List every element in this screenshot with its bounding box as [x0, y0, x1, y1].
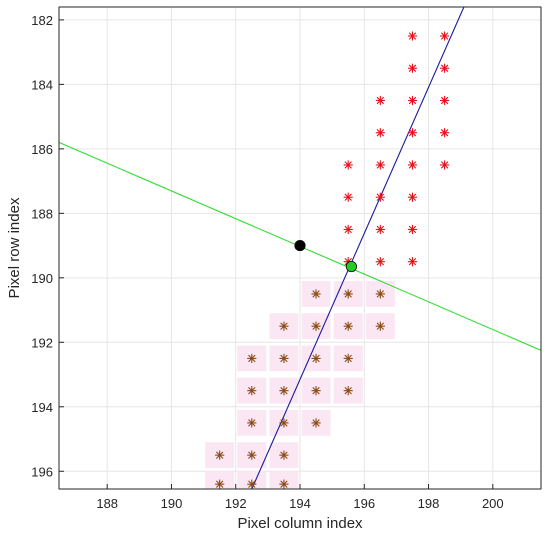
red-asterisk-point [375, 257, 385, 267]
red-asterisk-point [440, 160, 450, 170]
black-marker [294, 239, 306, 252]
red-asterisk-point [375, 95, 385, 106]
y-tick-label: 194 [31, 400, 53, 415]
red-asterisk-point [375, 128, 385, 138]
brown-asterisk-point [247, 479, 257, 489]
y-axis-label: Pixel row index [6, 197, 23, 298]
brown-asterisk-point [215, 479, 225, 489]
red-asterisk-point [407, 257, 418, 267]
red-asterisk-point [343, 192, 353, 202]
brown-asterisk-point [215, 450, 225, 460]
brown-asterisk-point [279, 386, 289, 396]
brown-asterisk-point [311, 386, 321, 396]
ticks: 188 190 192 194 196 198 200 182 184 186 188 190 192 1… [31, 13, 503, 511]
brown-asterisk-point [311, 289, 321, 299]
x-tick-label: 194 [289, 496, 311, 511]
brown-asterisk-point [279, 479, 289, 489]
x-tick-label: 198 [418, 496, 440, 511]
brown-asterisk-point [343, 289, 353, 299]
red-asterisk-point [407, 224, 418, 235]
brown-asterisk-point [343, 386, 353, 396]
y-tick-label: 196 [31, 464, 53, 479]
red-asterisk-point [375, 224, 385, 235]
x-tick-label: 196 [353, 496, 375, 511]
red-asterisk-point [407, 63, 418, 73]
highlight-markers [294, 239, 358, 273]
x-tick-label: 192 [225, 496, 247, 511]
red-asterisk-point [407, 160, 418, 170]
brown-asterisk-point [279, 418, 289, 428]
y-tick-label: 184 [31, 77, 53, 92]
brown-asterisk-point [247, 418, 257, 428]
y-tick-label: 186 [31, 142, 53, 157]
brown-asterisk-point [311, 321, 321, 331]
red-asterisk-point [407, 192, 418, 202]
x-tick-label: 188 [96, 496, 118, 511]
brown-asterisk-point [343, 321, 353, 331]
blue-fit-line [251, 7, 465, 489]
green-marker [345, 260, 358, 273]
brown-asterisk-point [375, 321, 385, 331]
data-points [215, 31, 450, 489]
brown-asterisk-point [247, 386, 257, 396]
x-tick-label: 190 [161, 496, 183, 511]
red-asterisk-point [375, 192, 385, 202]
brown-asterisk-point [279, 321, 289, 331]
brown-asterisk-point [279, 353, 289, 364]
brown-asterisk-point [247, 353, 257, 364]
red-asterisk-point [440, 31, 450, 41]
brown-asterisk-point [375, 289, 385, 299]
red-asterisk-point [440, 128, 450, 138]
red-asterisk-point [407, 128, 418, 138]
red-asterisk-point [440, 63, 450, 73]
x-axis-label: Pixel column index [237, 515, 363, 532]
y-tick-label: 182 [31, 13, 53, 28]
brown-asterisk-point [247, 450, 257, 460]
x-tick-label: 200 [482, 496, 504, 511]
y-tick-label: 190 [31, 271, 53, 286]
red-asterisk-point [343, 160, 353, 170]
red-asterisk-point [407, 95, 418, 106]
red-asterisk-point [407, 31, 418, 41]
red-asterisk-point [343, 224, 353, 235]
red-asterisk-point [440, 95, 450, 106]
y-tick-label: 192 [31, 335, 53, 350]
brown-asterisk-point [279, 450, 289, 460]
brown-asterisk-point [311, 418, 321, 428]
brown-asterisk-point [311, 353, 321, 364]
pixel-shading [205, 281, 395, 489]
brown-asterisk-point [343, 353, 353, 364]
y-tick-label: 188 [31, 206, 53, 221]
red-asterisk-point [375, 160, 385, 170]
